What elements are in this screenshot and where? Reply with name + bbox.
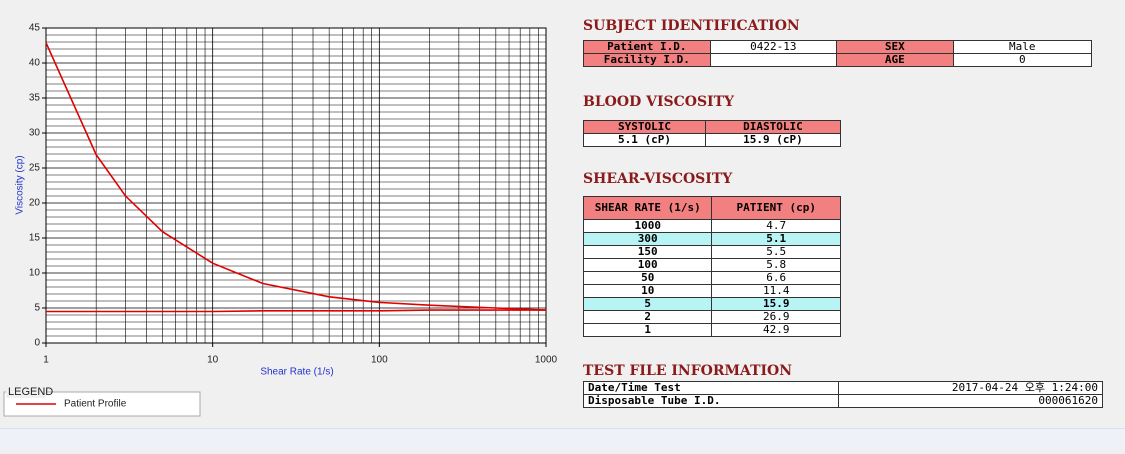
shear-table: SHEAR RATE (1/s) PATIENT (cp) 1000 4.7 300 5.…: [582, 196, 841, 337]
x-tick-label: 1: [43, 355, 49, 366]
y-tick-label: 15: [29, 233, 41, 244]
table-cell: PATIENT (cp): [711, 196, 841, 220]
plot-area: [45, 27, 547, 344]
y-tick-label: 45: [29, 23, 41, 34]
table-cell: [709, 53, 838, 67]
table-row: Disposable Tube I.D. 000061620: [583, 394, 1104, 408]
table-row: 100 5.8: [582, 258, 841, 272]
y-tick-label: 0: [34, 338, 40, 349]
table-cell: 10: [582, 284, 713, 298]
data-line: [46, 309, 546, 313]
section-title: SUBJECT IDENTIFICATION: [583, 18, 800, 34]
table-cell: 42.9: [711, 323, 841, 337]
table-row: 1 42.9: [582, 323, 841, 337]
y-tick-label: 20: [29, 198, 41, 209]
test-file-table: Date/Time Test 2017-04-24 오후 1:24:00 Dispo…: [583, 381, 1104, 408]
table-cell: 150: [582, 245, 713, 259]
table-cell: 300: [582, 232, 713, 246]
table-row: 300 5.1: [582, 232, 841, 246]
chart: Shear Rate (1/s) Viscosity (cp) LEGEND 0…: [3, 4, 566, 417]
table-row: SHEAR RATE (1/s) PATIENT (cp): [582, 196, 841, 220]
table-cell: AGE: [836, 53, 954, 67]
table-row: 5.1 (cP) 15.9 (cP): [583, 133, 842, 147]
table-cell: 15.9: [711, 297, 841, 311]
table-cell: SHEAR RATE (1/s): [582, 196, 713, 220]
table-cell: Disposable Tube I.D.: [583, 394, 839, 408]
table-cell: 26.9: [711, 310, 841, 324]
table-row: 50 6.6: [582, 271, 841, 285]
status-bar: [0, 428, 1125, 451]
x-tick-label: 10: [207, 355, 219, 366]
y-tick-label: 30: [29, 128, 41, 139]
legend-label: Patient Profile: [64, 399, 127, 410]
table-row: 1000 4.7: [582, 219, 841, 233]
x-tick-label: 1000: [535, 355, 558, 366]
table-cell: SYSTOLIC: [583, 120, 706, 134]
table-cell: 15.9 (cP): [704, 133, 842, 147]
data-line: [45, 42, 547, 311]
table-cell: Male: [952, 40, 1093, 54]
table-cell: 1: [582, 323, 713, 337]
table-row: Patient I.D. 0422-13 SEX Male: [583, 40, 1093, 54]
y-tick-label: 5: [34, 303, 40, 314]
table-cell: DIASTOLIC: [704, 120, 842, 134]
table-cell: 0: [952, 53, 1093, 67]
table-cell: 1000: [582, 219, 713, 233]
table-cell: 5.8: [711, 258, 841, 272]
x-tick-label: 100: [371, 355, 388, 366]
table-cell: 5.1 (cP): [583, 133, 706, 147]
table-row: 2 26.9: [582, 310, 841, 324]
table-cell: 5.5: [711, 245, 841, 259]
table-cell: 100: [582, 258, 713, 272]
table-row: Date/Time Test 2017-04-24 오후 1:24:00: [583, 381, 1104, 395]
table-row: SYSTOLIC DIASTOLIC: [583, 120, 842, 134]
table-cell: 2: [582, 310, 713, 324]
table-cell: 11.4: [711, 284, 841, 298]
table-cell: 5: [582, 297, 713, 311]
y-axis-label: Viscosity (cp): [15, 155, 26, 214]
table-row: 10 11.4: [582, 284, 841, 298]
y-tick-label: 40: [29, 58, 41, 69]
table-cell: 6.6: [711, 271, 841, 285]
table-cell: 5.1: [711, 232, 841, 246]
table-cell: 000061620: [837, 394, 1104, 408]
table-cell: Patient I.D.: [583, 40, 711, 54]
table-cell: Date/Time Test: [583, 381, 839, 395]
table-cell: SEX: [836, 40, 954, 54]
table-cell: 0422-13: [709, 40, 838, 54]
x-axis-label: Shear Rate (1/s): [260, 367, 333, 378]
section-title: BLOOD VISCOSITY: [583, 94, 735, 110]
table-row: 5 15.9: [582, 297, 841, 311]
y-tick-label: 35: [29, 93, 41, 104]
blood-table: SYSTOLIC DIASTOLIC 5.1 (cP) 15.9 (cP): [583, 120, 842, 147]
table-cell: 50: [582, 271, 713, 285]
table-cell: 4.7: [711, 219, 841, 233]
table-row: 150 5.5: [582, 245, 841, 259]
table-cell: Facility I.D.: [583, 53, 711, 67]
subject-table: Patient I.D. 0422-13 SEX Male Facility I.D. A…: [583, 40, 1093, 67]
y-tick-label: 25: [29, 163, 41, 174]
legend-title: LEGEND: [8, 386, 53, 398]
section-title: SHEAR-VISCOSITY: [583, 171, 733, 187]
section-title: TEST FILE INFORMATION: [583, 363, 793, 379]
table-row: Facility I.D. AGE 0: [583, 53, 1093, 67]
legend-title-bg: [6, 386, 46, 398]
y-tick-label: 10: [29, 268, 41, 279]
table-cell: 2017-04-24 오후 1:24:00: [837, 381, 1104, 395]
